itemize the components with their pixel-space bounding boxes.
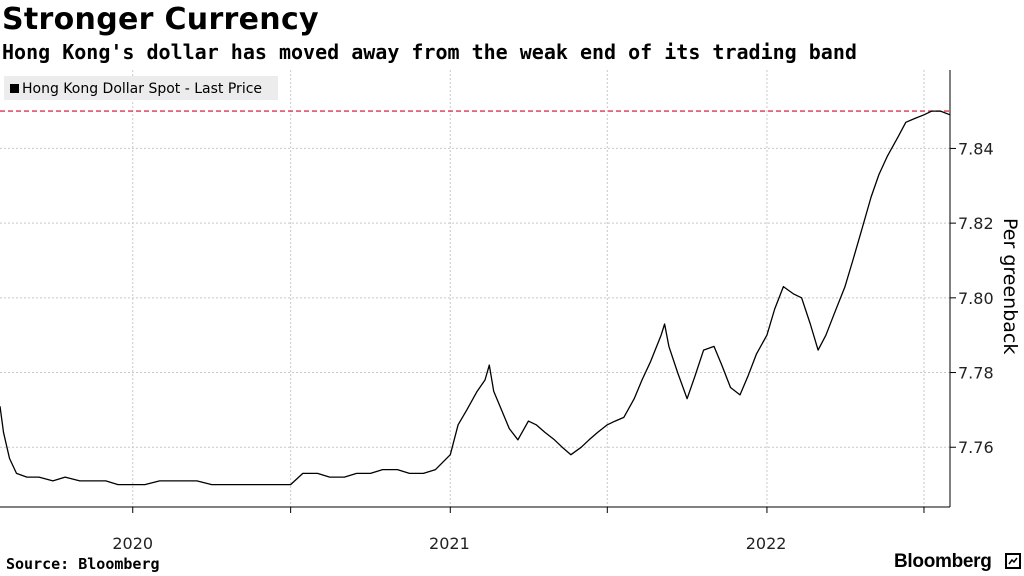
legend-swatch [10, 84, 19, 93]
y-tick-label-1: 7.78 [958, 364, 994, 383]
y-axis-label: Per greenback [999, 218, 1021, 354]
brand-logo: Bloomberg [894, 551, 992, 572]
source-note: Source: Bloomberg [6, 555, 160, 573]
x-tick-label-0: 2020 [112, 534, 153, 553]
legend-box [4, 76, 278, 100]
chart-subtitle: Hong Kong's dollar has moved away from t… [2, 40, 857, 64]
x-tick-label-1: 2021 [429, 534, 470, 553]
y-tick-label-4: 7.84 [958, 139, 994, 158]
y-tick-label-0: 7.76 [958, 438, 994, 457]
chart-title: Stronger Currency [2, 2, 319, 37]
axes: 7.76 7.78 7.80 7.82 7.84 2020 2021 2022 [0, 70, 994, 553]
series-line-0 [0, 110, 951, 486]
legend-label: Hong Kong Dollar Spot - Last Price [22, 81, 262, 97]
bloomberg-terminal-icon [1005, 553, 1021, 569]
legend: Hong Kong Dollar Spot - Last Price [4, 76, 278, 100]
x-tick-label-2: 2022 [746, 534, 787, 553]
y-tick-label-3: 7.82 [958, 214, 994, 233]
series-layer [0, 110, 951, 486]
y-tick-label-2: 7.80 [958, 289, 994, 308]
grid-lines [0, 70, 950, 507]
